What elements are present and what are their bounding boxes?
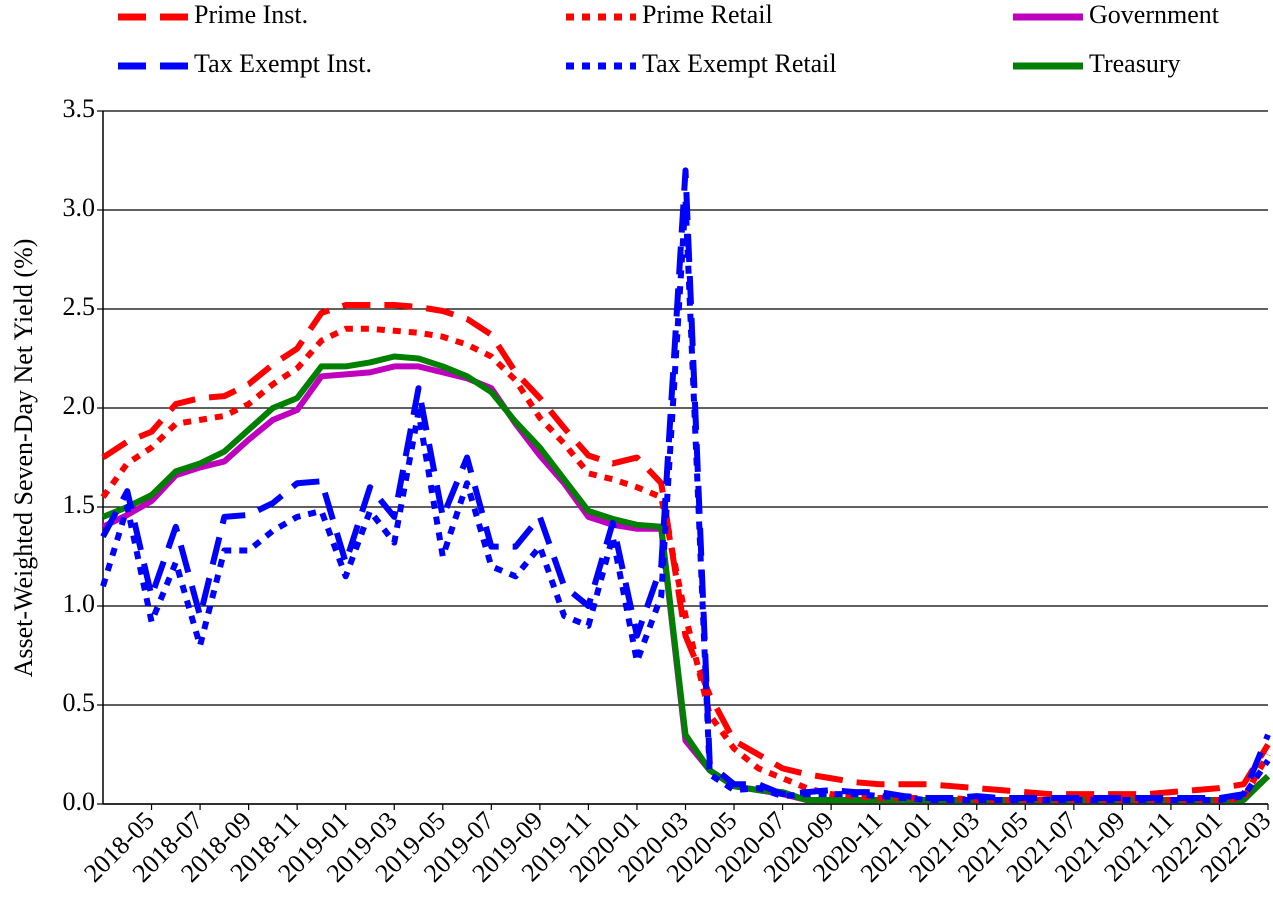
y-tick-label: 0.0 bbox=[63, 787, 96, 816]
legend-label: Tax Exempt Retail bbox=[642, 49, 837, 78]
y-tick-label: 1.0 bbox=[63, 589, 96, 618]
legend-label: Prime Inst. bbox=[194, 0, 308, 29]
legend-label: Tax Exempt Inst. bbox=[194, 49, 372, 78]
y-tick-label: 2.0 bbox=[63, 391, 96, 420]
y-tick-label: 3.5 bbox=[63, 94, 96, 123]
series-line bbox=[100, 197, 1271, 804]
legend-label: Government bbox=[1089, 0, 1220, 29]
series-line bbox=[100, 167, 1271, 802]
y-tick-label: 0.5 bbox=[63, 688, 96, 717]
legend-label: Prime Retail bbox=[642, 0, 773, 29]
series-line bbox=[101, 302, 1271, 798]
y-tick-label: 3.0 bbox=[63, 193, 96, 222]
y-axis-label: Asset-Weighted Seven-Day Net Yield (%) bbox=[9, 239, 38, 678]
series-line bbox=[101, 353, 1271, 804]
legend-label: Treasury bbox=[1089, 49, 1180, 78]
y-tick-label: 2.5 bbox=[63, 292, 96, 321]
y-tick-label: 1.5 bbox=[63, 490, 96, 519]
